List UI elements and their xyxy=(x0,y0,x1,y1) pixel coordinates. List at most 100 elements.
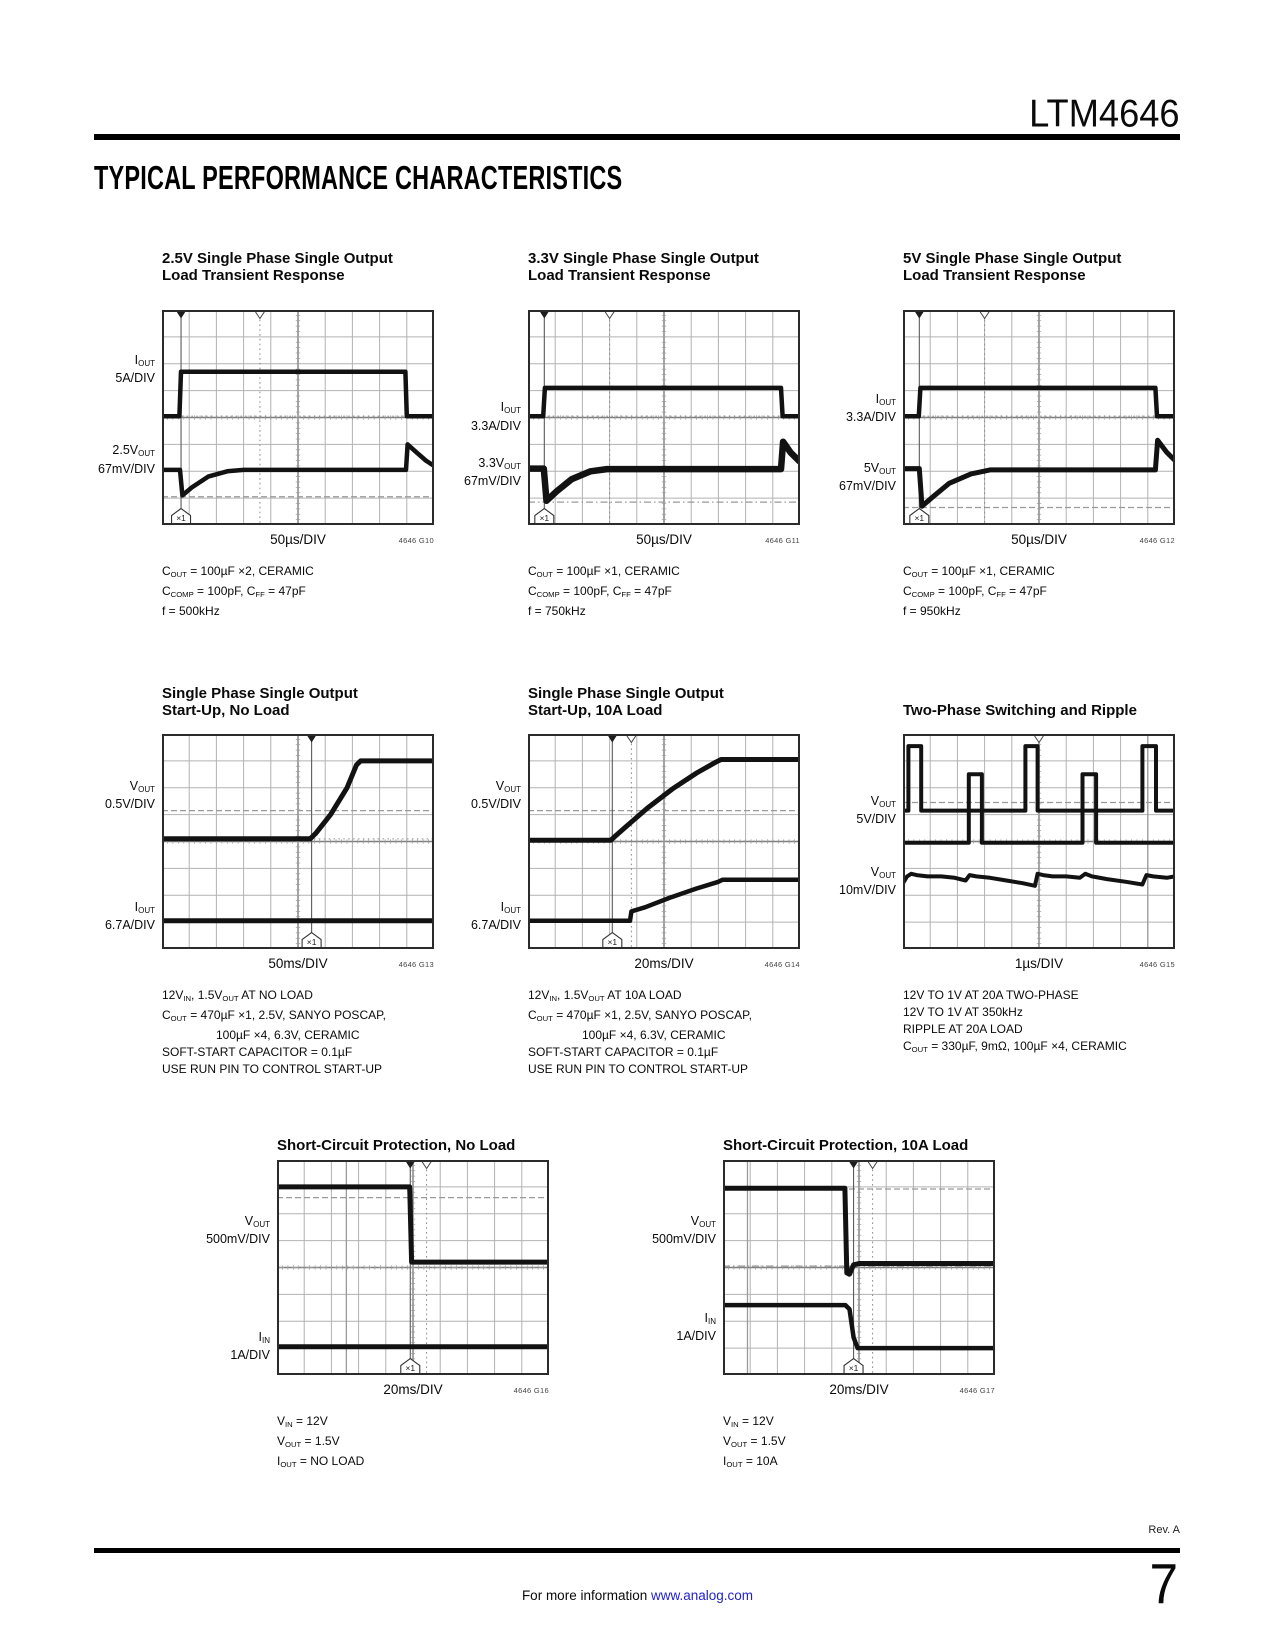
chart-load-transient-2v5: 2.5V Single Phase Single Output Load Tra… xyxy=(70,247,434,620)
x-axis-label: 20ms/DIV xyxy=(383,1382,443,1397)
note-line: 12V TO 1V AT 20A TWO-PHASE xyxy=(903,988,1079,1002)
x-axis-label: 50µs/DIV xyxy=(636,532,692,547)
scope-plot: ×1 xyxy=(162,734,434,949)
note-line: RIPPLE AT 20A LOAD xyxy=(903,1022,1023,1036)
chart-title: Short-Circuit Protection, No Load xyxy=(277,1137,516,1154)
y-axis-label: IIN 1A/DIV xyxy=(230,1329,270,1363)
note-line: f = 750kHz xyxy=(528,604,586,619)
note-line: 100µF ×4, 6.3V, CERAMIC xyxy=(582,1028,726,1043)
y-axis-label: 3.3VOUT 67mV/DIV xyxy=(464,456,521,489)
section-title: TYPICAL PERFORMANCE CHARACTERISTICS xyxy=(94,160,623,197)
chart-two-phase-switching-ripple: Two-Phase Switching and Ripple VOUT 5V/DI… xyxy=(811,683,1175,1058)
note-line: f = 950kHz xyxy=(903,604,961,619)
y-axis-label: VOUT 500mV/DIV xyxy=(652,1213,716,1246)
scope-plot: ×1 xyxy=(277,1160,549,1375)
y-axis-label: IOUT 6.7A/DIV xyxy=(470,899,521,932)
chart-short-circuit-10a-load: Short-Circuit Protection, 10A Load VOUT 5… xyxy=(631,1135,995,1473)
figure-id: 4646 G13 xyxy=(398,960,434,969)
chart-startup-10a-load: Single Phase Single Output Start-Up, 10A… xyxy=(436,683,800,1078)
chart-title: Single Phase Single Output Start-Up, 10A… xyxy=(528,685,724,719)
chart-startup-no-load: Single Phase Single Output Start-Up, No … xyxy=(70,683,434,1078)
y-axis-labels: VOUT 0.5V/DIV IOUT 6.7A/DIV xyxy=(436,734,528,949)
scope-plot: ×1 xyxy=(528,310,800,525)
figure-id: 4646 G17 xyxy=(959,1386,995,1395)
x-axis-label: 20ms/DIV xyxy=(829,1382,889,1397)
footer-info-text: For more information xyxy=(521,1588,651,1603)
note-line: IOUT = 10A xyxy=(723,1454,778,1470)
chart-notes: 12VIN, 1.5VOUT AT 10A LOAD COUT = 470µF … xyxy=(528,987,800,1078)
note-line: COUT = 100µF ×1, CERAMIC xyxy=(903,564,1055,580)
svg-text:×1: ×1 xyxy=(849,1363,859,1373)
figure-id: 4646 G11 xyxy=(765,536,800,545)
part-number: LTM4646 xyxy=(1029,91,1180,135)
chart-short-circuit-no-load: Short-Circuit Protection, No Load VOUT 50… xyxy=(185,1135,549,1473)
revision-label: Rev. A xyxy=(1148,1524,1180,1536)
note-line: USE RUN PIN TO CONTROL START-UP xyxy=(528,1062,749,1077)
note-line: CCOMP = 100pF, CFF = 47pF xyxy=(903,584,1047,600)
x-axis-label: 50µs/DIV xyxy=(1011,532,1067,547)
chart-title: Two-Phase Switching and Ripple xyxy=(903,702,1137,719)
svg-text:×1: ×1 xyxy=(405,1363,415,1373)
chart-title: Single Phase Single Output Start-Up, No … xyxy=(162,685,358,719)
figure-id: 4646 G15 xyxy=(1139,960,1175,969)
y-axis-label: IOUT 5A/DIV xyxy=(115,353,155,386)
chart-title: 5V Single Phase Single Output Load Trans… xyxy=(903,250,1122,284)
scope-plot: ×1 xyxy=(903,310,1175,525)
y-axis-labels: VOUT 5V/DIV VOUT 10mV/DIV xyxy=(811,734,903,949)
note-line: VIN = 12V xyxy=(723,1414,774,1430)
svg-text:×1: ×1 xyxy=(539,513,549,523)
chart-load-transient-3v3: 3.3V Single Phase Single Output Load Tra… xyxy=(436,247,800,620)
scope-plot xyxy=(903,734,1175,949)
note-line: 12V TO 1V AT 350kHz xyxy=(903,1005,1023,1019)
figure-id: 4646 G12 xyxy=(1139,536,1175,545)
note-line: IOUT = NO LOAD xyxy=(277,1454,365,1470)
x-axis-label: 50ms/DIV xyxy=(268,956,328,971)
y-axis-label: IOUT 3.3A/DIV xyxy=(470,400,521,433)
note-line: 12VIN, 1.5VOUT AT 10A LOAD xyxy=(528,988,682,1004)
scope-plot: ×1 xyxy=(162,310,434,525)
chart-notes: COUT = 100µF ×1, CERAMIC CCOMP = 100pF, … xyxy=(528,563,800,620)
chart-title: 2.5V Single Phase Single Output Load Tra… xyxy=(162,250,393,284)
note-line: COUT = 100µF ×2, CERAMIC xyxy=(162,564,314,580)
figure-id: 4646 G10 xyxy=(398,536,434,545)
note-line: COUT = 470µF ×1, 2.5V, SANYO POSCAP, xyxy=(162,1008,386,1024)
y-axis-label: VOUT 10mV/DIV xyxy=(839,865,896,898)
note-line: SOFT-START CAPACITOR = 0.1µF xyxy=(162,1045,353,1060)
chart-notes: COUT = 100µF ×1, CERAMIC CCOMP = 100pF, … xyxy=(903,563,1175,620)
chart-title: 3.3V Single Phase Single Output Load Tra… xyxy=(528,250,759,284)
y-axis-label: 2.5VOUT 67mV/DIV xyxy=(98,443,155,476)
y-axis-label: VOUT 5V/DIV xyxy=(856,794,896,827)
note-line: VOUT = 1.5V xyxy=(723,1434,786,1450)
figure-id: 4646 G16 xyxy=(513,1386,549,1395)
page-number: 7 xyxy=(1149,1553,1178,1617)
note-line: SOFT-START CAPACITOR = 0.1µF xyxy=(528,1045,719,1060)
footer-link[interactable]: www.analog.com xyxy=(650,1588,754,1603)
chart-notes: 12V TO 1V AT 20A TWO-PHASE 12V TO 1V AT … xyxy=(903,987,1175,1058)
y-axis-label: IOUT 6.7A/DIV xyxy=(104,899,155,932)
scope-plot: ×1 xyxy=(528,734,800,949)
y-axis-labels: IOUT 3.3A/DIV 3.3VOUT 67mV/DIV xyxy=(436,310,528,525)
svg-text:×1: ×1 xyxy=(607,937,617,947)
note-line: 100µF ×4, 6.3V, CERAMIC xyxy=(216,1028,360,1043)
chart-title: Short-Circuit Protection, 10A Load xyxy=(723,1137,969,1154)
footer-rule xyxy=(94,1548,1180,1553)
y-axis-labels: VOUT 500mV/DIV IIN 1A/DIV xyxy=(631,1160,723,1375)
note-line: CCOMP = 100pF, CFF = 47pF xyxy=(162,584,306,600)
svg-text:×1: ×1 xyxy=(176,513,186,523)
note-line: f = 500kHz xyxy=(162,604,220,619)
y-axis-labels: VOUT 500mV/DIV IIN 1A/DIV xyxy=(185,1160,277,1375)
x-axis-label: 50µs/DIV xyxy=(270,532,326,547)
y-axis-label: IOUT 3.3A/DIV xyxy=(845,391,896,424)
y-axis-label: 5VOUT 67mV/DIV xyxy=(839,460,896,493)
note-line: CCOMP = 100pF, CFF = 47pF xyxy=(528,584,672,600)
svg-text:×1: ×1 xyxy=(914,513,924,523)
chart-notes: 12VIN, 1.5VOUT AT NO LOAD COUT = 470µF ×… xyxy=(162,987,434,1078)
scope-plot: ×1 xyxy=(723,1160,995,1375)
y-axis-labels: IOUT 3.3A/DIV 5VOUT 67mV/DIV xyxy=(811,310,903,525)
note-line: COUT = 100µF ×1, CERAMIC xyxy=(528,564,680,580)
y-axis-labels: VOUT 0.5V/DIV IOUT 6.7A/DIV xyxy=(70,734,162,949)
y-axis-labels: IOUT 5A/DIV 2.5VOUT 67mV/DIV xyxy=(70,310,162,525)
svg-text:×1: ×1 xyxy=(307,937,317,947)
note-line: COUT = 470µF ×1, 2.5V, SANYO POSCAP, xyxy=(528,1008,752,1024)
note-line: VOUT = 1.5V xyxy=(277,1434,340,1450)
